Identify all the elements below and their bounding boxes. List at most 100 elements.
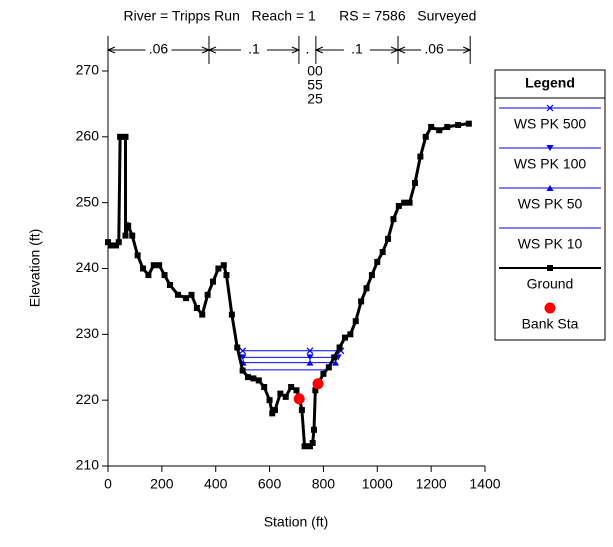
legend-label: WS PK 50 <box>518 196 583 212</box>
marker <box>150 262 157 269</box>
marker <box>436 127 443 134</box>
marker <box>544 302 556 314</box>
marker <box>122 133 129 140</box>
marker <box>239 354 247 361</box>
y-tick-label: 230 <box>76 325 100 341</box>
marker <box>309 439 316 446</box>
marker <box>282 393 289 400</box>
y-tick-label: 240 <box>76 259 100 275</box>
marker <box>239 347 247 355</box>
marker <box>374 258 381 265</box>
marker <box>117 133 124 140</box>
marker <box>417 153 424 160</box>
marker <box>301 443 308 450</box>
y-tick-label: 270 <box>76 62 100 78</box>
marker <box>107 242 114 249</box>
marker <box>234 344 241 351</box>
annotation: 25 <box>307 91 323 107</box>
marker <box>250 375 257 382</box>
marker <box>306 443 313 450</box>
legend-label: WS PK 10 <box>518 236 583 252</box>
marker <box>210 278 217 285</box>
marker <box>385 235 392 242</box>
marker <box>293 393 305 405</box>
y-axis-label: Elevation (ft) <box>27 229 43 308</box>
x-tick-label: 600 <box>258 476 282 492</box>
marker <box>215 265 222 272</box>
y-tick-label: 220 <box>76 391 100 407</box>
marker <box>134 252 141 259</box>
marker <box>547 265 553 271</box>
n-arrowhead <box>396 46 472 54</box>
marker <box>411 179 418 186</box>
y-tick-label: 210 <box>76 457 100 473</box>
marker <box>546 185 554 191</box>
marker <box>113 242 120 249</box>
legend-title: Legend <box>525 75 575 91</box>
marker <box>390 216 397 223</box>
x-axis-label: Station (ft) <box>264 514 329 530</box>
marker <box>239 367 246 374</box>
marker <box>140 265 147 272</box>
marker <box>122 232 129 239</box>
marker <box>406 199 413 206</box>
marker <box>156 262 163 269</box>
marker <box>306 354 314 361</box>
marker <box>115 239 122 246</box>
marker <box>455 121 462 128</box>
marker <box>395 202 402 209</box>
n-arrowhead <box>207 46 301 54</box>
x-tick-label: 0 <box>104 476 112 492</box>
marker <box>271 407 278 414</box>
marker <box>306 359 314 366</box>
legend-label: Ground <box>527 276 574 292</box>
marker <box>332 359 340 366</box>
marker <box>311 426 318 433</box>
y-tick-label: 260 <box>76 128 100 144</box>
marker <box>546 104 554 112</box>
marker <box>293 387 300 394</box>
marker <box>175 291 182 298</box>
marker <box>306 347 314 355</box>
marker <box>358 298 365 305</box>
marker <box>401 199 408 206</box>
n-label: .1 <box>248 41 260 57</box>
marker <box>266 397 273 404</box>
marker <box>223 272 230 279</box>
marker <box>245 374 252 381</box>
x-tick-label: 400 <box>204 476 228 492</box>
legend-label: WS PK 100 <box>514 156 587 172</box>
n-label: .06 <box>424 41 444 57</box>
marker <box>199 311 206 318</box>
marker <box>161 272 168 279</box>
marker <box>465 120 472 127</box>
marker <box>325 364 332 371</box>
x-tick-label: 800 <box>312 476 336 492</box>
marker <box>347 331 354 338</box>
marker <box>422 133 429 140</box>
x-tick-label: 1000 <box>362 476 393 492</box>
marker <box>363 285 370 292</box>
marker <box>166 281 173 288</box>
x-tick-label: 1400 <box>469 476 500 492</box>
marker <box>331 354 338 361</box>
marker <box>368 272 375 279</box>
marker <box>204 291 211 298</box>
marker <box>546 145 554 151</box>
legend-label: Bank Sta <box>522 316 579 332</box>
legend-label: WS PK 500 <box>514 116 587 132</box>
marker <box>352 318 359 325</box>
annotation: 00 <box>307 63 323 79</box>
marker <box>312 387 319 394</box>
marker <box>298 407 305 414</box>
marker <box>336 344 343 351</box>
legend-box <box>494 69 606 341</box>
marker <box>261 384 268 390</box>
marker <box>288 384 295 390</box>
marker <box>341 334 348 341</box>
marker <box>379 249 386 256</box>
annotation: 55 <box>307 77 323 93</box>
n-label: .1 <box>351 41 363 57</box>
marker <box>428 123 435 130</box>
